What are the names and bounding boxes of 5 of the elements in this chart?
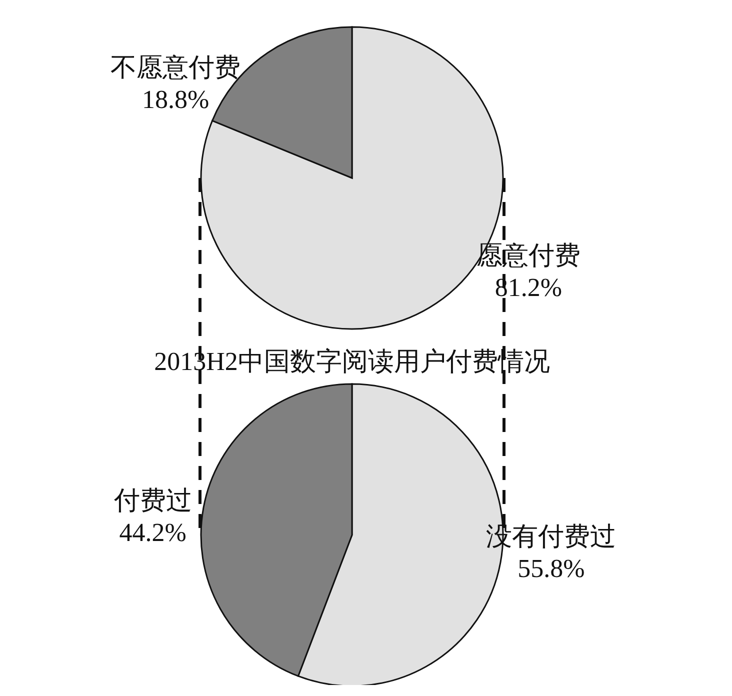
data-label: 18.8% <box>142 84 210 114</box>
slice-label: 不愿意付费 <box>110 52 241 82</box>
slice-label: 付费过 <box>112 486 192 515</box>
data-label: 55.8% <box>518 554 585 584</box>
data-label: 44.2% <box>119 518 186 547</box>
